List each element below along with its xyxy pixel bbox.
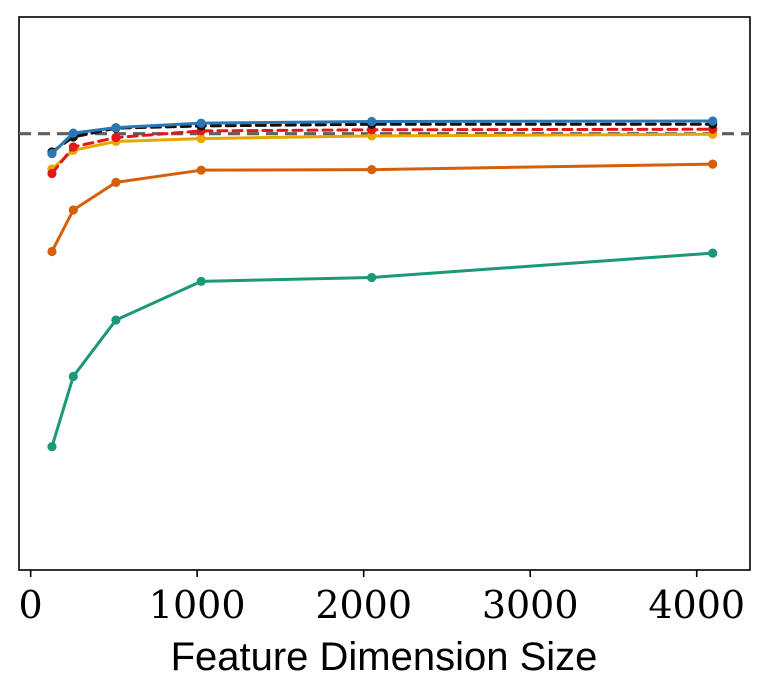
series-blue-point <box>708 116 718 126</box>
x-tick-label: 1000 <box>149 583 246 627</box>
series-orange-line <box>50 162 715 253</box>
series-orange <box>47 159 718 257</box>
series-orange-point <box>196 165 206 175</box>
series-green <box>47 248 718 452</box>
x-axis: 0 1000 2000 3000 4000 <box>19 570 745 627</box>
series-blue <box>47 116 718 159</box>
series-blue-point <box>68 128 78 138</box>
series-green-line <box>50 251 715 449</box>
series-blue-point <box>196 118 206 128</box>
series-orange-point <box>708 159 718 169</box>
series-red <box>47 124 718 179</box>
series-red-line <box>50 127 715 175</box>
plot-area-frame <box>18 16 751 571</box>
series-orange-point <box>111 177 121 187</box>
series-red-point <box>68 142 78 152</box>
x-tick-label: 0 <box>19 583 43 627</box>
series-blue-point <box>47 148 57 159</box>
series-orange-point <box>68 205 78 215</box>
series-red-point <box>111 132 121 143</box>
x-tick-label: 4000 <box>648 583 745 627</box>
series-green-point <box>367 272 377 283</box>
series-blue-point <box>367 116 377 127</box>
x-axis-title: Feature Dimension Size <box>171 635 598 679</box>
series-green-point <box>68 371 78 382</box>
series-green-point <box>111 315 121 325</box>
series-layer <box>47 116 718 452</box>
series-green-point <box>47 442 57 452</box>
series-yellow-point <box>196 134 206 144</box>
series-green-point <box>708 248 718 258</box>
series-blue-point <box>111 123 121 133</box>
series-orange-point <box>367 165 377 175</box>
x-tick-label: 2000 <box>315 583 412 627</box>
series-red-point <box>47 168 57 179</box>
series-yellow-line <box>50 132 715 171</box>
x-tick-label: 3000 <box>482 583 579 627</box>
series-blue-line <box>50 119 715 156</box>
series-green-point <box>196 276 206 286</box>
series-orange-point <box>47 246 57 257</box>
